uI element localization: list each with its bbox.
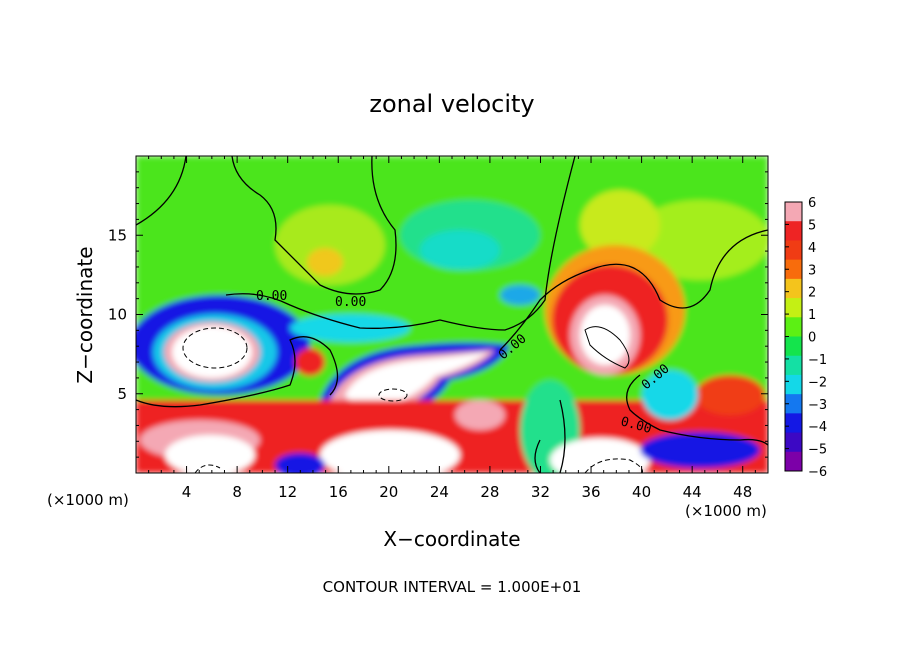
colorbar-swatch xyxy=(785,202,802,222)
colorbar-swatch xyxy=(785,394,802,414)
x-tick-label: 48 xyxy=(733,483,752,501)
velocity-field xyxy=(136,156,768,473)
x-tick-label: 44 xyxy=(683,483,702,501)
colorbar-label: 2 xyxy=(808,286,816,301)
contour-interval-note: CONTOUR INTERVAL = 1.000E+01 xyxy=(323,578,582,596)
y-axis-label: Z−coordinate xyxy=(73,246,97,383)
colorbar-label: 6 xyxy=(808,196,816,211)
y-tick-label: 10 xyxy=(108,306,127,324)
colorbar-label: −2 xyxy=(808,375,827,390)
colorbar-label: −5 xyxy=(808,443,827,458)
colorbar-label: −3 xyxy=(808,398,827,413)
x-unit-right: (×1000 m) xyxy=(685,502,767,520)
x-tick-label: 8 xyxy=(232,483,242,501)
colorbar: 6 5 4 3 2 1 0 −1 −2 −3 −4 −5 −6 xyxy=(784,196,827,480)
colorbar-swatch xyxy=(785,317,802,337)
colorbar-swatch xyxy=(785,240,802,261)
dashed-contours xyxy=(182,327,643,473)
colorbar-swatch xyxy=(785,413,802,434)
colorbar-swatch xyxy=(785,355,802,376)
colorbar-swatch xyxy=(785,451,802,472)
chart-title: zonal velocity xyxy=(369,90,534,118)
x-unit-left: (×1000 m) xyxy=(47,491,129,509)
colorbar-swatch xyxy=(785,298,802,318)
x-tick-label: 16 xyxy=(329,483,348,501)
x-axis-label: X−coordinate xyxy=(383,527,520,551)
x-tick-label: 32 xyxy=(531,483,550,501)
plot-area: 0.00 0.00 0.00 0.00 0.00 xyxy=(136,156,768,473)
x-tick-label: 36 xyxy=(581,483,600,501)
colorbar-label: −6 xyxy=(808,465,827,480)
x-tick-label: 20 xyxy=(379,483,398,501)
colorbar-label: 4 xyxy=(808,241,816,256)
colorbar-label: −1 xyxy=(808,353,827,368)
y-axis-ticks: 5 10 15 xyxy=(108,171,768,458)
y-tick-label: 5 xyxy=(117,385,127,403)
colorbar-swatch xyxy=(785,432,802,453)
contour-label: 0.00 xyxy=(335,295,366,310)
colorbar-label: 5 xyxy=(808,218,816,233)
positive-contour xyxy=(584,326,630,369)
colorbar-swatch xyxy=(785,259,802,280)
contour-label: 0.00 xyxy=(256,289,287,304)
colorbar-label: 1 xyxy=(808,308,816,323)
colorbar-swatch xyxy=(785,336,802,357)
colorbar-swatch xyxy=(785,278,802,299)
contour-lines xyxy=(136,156,768,473)
colorbar-label: −4 xyxy=(808,420,827,435)
x-tick-label: 28 xyxy=(480,483,499,501)
colorbar-swatch xyxy=(785,374,802,395)
colorbar-label: 0 xyxy=(808,331,816,346)
x-tick-label: 40 xyxy=(632,483,651,501)
colorbar-label: 3 xyxy=(808,263,816,278)
x-tick-label: 24 xyxy=(430,483,449,501)
x-tick-label: 12 xyxy=(278,483,297,501)
x-axis-ticks: 4 8 12 16 20 24 28 32 36 40 44 48 xyxy=(148,156,756,501)
x-tick-label: 4 xyxy=(182,483,192,501)
colorbar-swatch xyxy=(785,221,802,241)
y-tick-label: 15 xyxy=(108,226,127,244)
